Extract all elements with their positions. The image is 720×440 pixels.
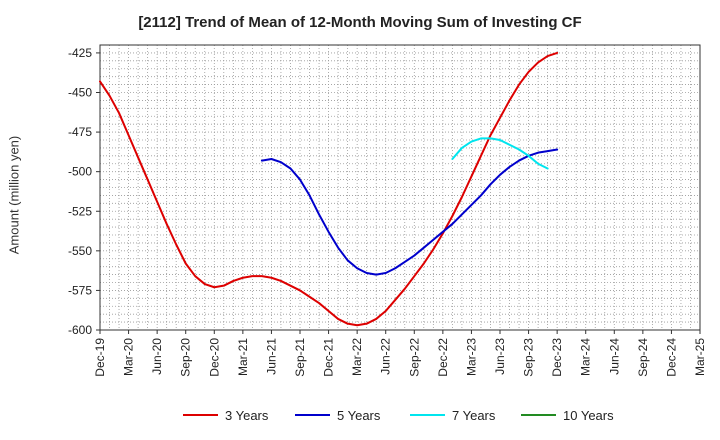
y-tick-label: -550 [68, 244, 92, 258]
x-tick-label: Dec-21 [322, 338, 336, 377]
legend-label-7-years: 7 Years [452, 408, 496, 423]
y-tick-label: -450 [68, 86, 92, 100]
x-tick-label: Sep-23 [522, 338, 536, 377]
x-tick-label: Mar-25 [693, 338, 707, 376]
x-tick-label: Jun-24 [607, 338, 621, 375]
x-tick-label: Mar-22 [350, 338, 364, 376]
x-tick-label: Jun-20 [150, 338, 164, 375]
x-tick-label: Dec-22 [436, 338, 450, 377]
x-tick-label: Dec-24 [664, 338, 678, 377]
legend-label-3-years: 3 Years [225, 408, 269, 423]
y-tick-label: -525 [68, 204, 92, 218]
y-tick-label: -500 [68, 165, 92, 179]
series-line-3-years [99, 51, 559, 327]
x-tick-label: Dec-19 [93, 338, 107, 377]
x-tick-label: Mar-20 [122, 338, 136, 376]
x-tick-label: Dec-20 [207, 338, 221, 377]
x-tick-label: Mar-24 [579, 338, 593, 376]
y-tick-label: -575 [68, 283, 92, 297]
y-tick-label: -600 [68, 323, 92, 337]
y-tick-label: -475 [68, 125, 92, 139]
x-tick-label: Jun-22 [379, 338, 393, 375]
series-line-5-years [260, 148, 559, 276]
x-tick-label: Sep-22 [407, 338, 421, 377]
x-tick-label: Jun-21 [264, 338, 278, 375]
y-tick-label: -425 [68, 46, 92, 60]
x-tick-label: Sep-20 [179, 338, 193, 377]
x-tick-label: Mar-21 [236, 338, 250, 376]
legend-label-5-years: 5 Years [337, 408, 381, 423]
x-tick-label: Sep-21 [293, 338, 307, 377]
x-tick-label: Jun-23 [493, 338, 507, 375]
x-tick-label: Dec-23 [550, 338, 564, 377]
series-line-7-years [451, 137, 549, 170]
plot-frame [99, 44, 701, 331]
legend-label-10-years: 10 Years [563, 408, 614, 423]
x-tick-label: Sep-24 [636, 338, 650, 377]
chart-title: [2112] Trend of Mean of 12-Month Moving … [138, 14, 582, 31]
x-tick-label: Mar-23 [464, 338, 478, 376]
